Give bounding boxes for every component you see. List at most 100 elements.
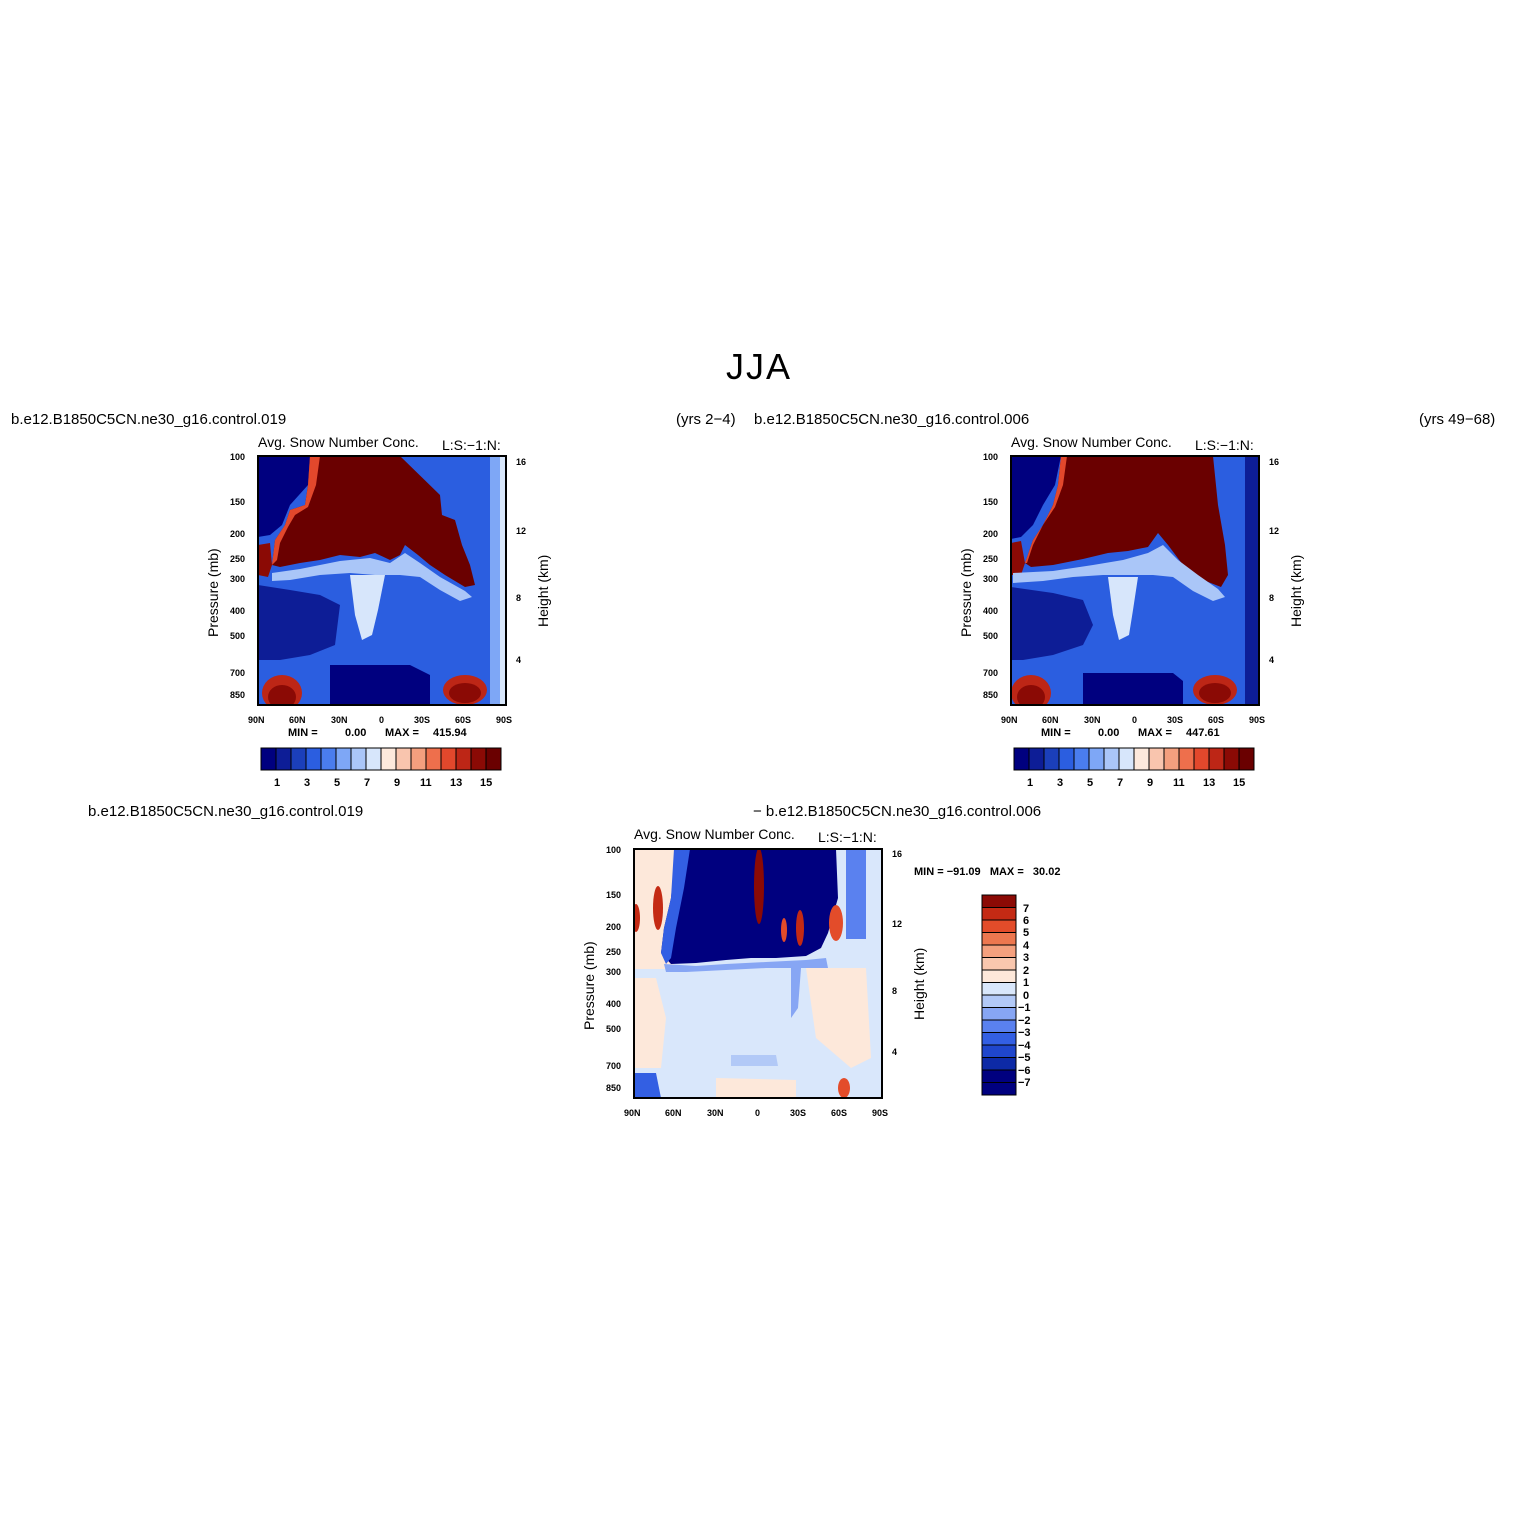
x-tick: 60S xyxy=(455,715,471,725)
y-tick: 100 xyxy=(230,452,245,462)
y-tick: 150 xyxy=(983,497,998,507)
y-tick: 700 xyxy=(230,668,245,678)
colorbar-swatch xyxy=(455,747,472,771)
colorbar xyxy=(1013,747,1255,771)
colorbar-swatch xyxy=(981,1032,1017,1046)
colorbar-swatch xyxy=(1028,747,1045,771)
max-value: 415.94 xyxy=(433,727,468,739)
colorbar-swatch xyxy=(1193,747,1210,771)
max-value: 447.61 xyxy=(1186,727,1220,739)
x-tick: 30S xyxy=(1167,715,1183,725)
colorbar-swatch xyxy=(425,747,442,771)
y-tick: 250 xyxy=(983,554,998,564)
colorbar-swatch xyxy=(981,932,1017,946)
colorbar-label: 5 xyxy=(1023,927,1029,939)
x-tick: 90S xyxy=(1249,715,1265,725)
colorbar-swatch xyxy=(981,894,1017,908)
y-axis-label-right: Height (km) xyxy=(911,948,927,1020)
colorbar-swatch xyxy=(395,747,412,771)
x-tick: 0 xyxy=(755,1108,760,1118)
colorbar-label: −7 xyxy=(1018,1077,1031,1089)
y-tick: 500 xyxy=(606,1024,621,1034)
colorbar-label: 11 xyxy=(1173,777,1185,789)
diff-case1-name: b.e12.B1850C5CN.ne30_g16.control.019 xyxy=(88,803,364,820)
colorbar-label: 11 xyxy=(420,777,432,789)
y-axis-label-right: Height (km) xyxy=(535,555,551,627)
x-tick: 60S xyxy=(1208,715,1224,725)
colorbar-label: −2 xyxy=(1018,1015,1031,1027)
colorbar-swatch xyxy=(981,1082,1017,1096)
y-tick-right: 4 xyxy=(516,655,521,665)
colorbar-label: −3 xyxy=(1018,1027,1031,1039)
x-tick: 90N xyxy=(248,715,265,725)
y-tick: 250 xyxy=(606,947,621,957)
colorbar-label: 5 xyxy=(334,777,340,789)
x-tick: 60N xyxy=(1042,715,1059,725)
y-tick: 150 xyxy=(606,890,621,900)
colorbar-label: 3 xyxy=(1023,952,1029,964)
colorbar-label: 1 xyxy=(1023,977,1029,989)
x-tick: 90S xyxy=(872,1108,888,1118)
x-tick: 0 xyxy=(1132,715,1137,725)
colorbar-label: 3 xyxy=(1057,777,1063,789)
diff-case2-name: − b.e12.B1850C5CN.ne30_g16.control.006 xyxy=(753,803,1042,820)
case1-name: b.e12.B1850C5CN.ne30_g16.control.019 xyxy=(11,411,287,428)
colorbar-swatch xyxy=(981,907,1017,921)
x-tick: 60S xyxy=(831,1108,847,1118)
panel-case2: Avg. Snow Number Conc. L:S:−1:N: 100 150… xyxy=(958,434,1304,789)
colorbar-label: 4 xyxy=(1023,940,1030,952)
colorbar-swatch xyxy=(981,1019,1017,1033)
colorbar xyxy=(981,894,1017,1096)
colorbar-swatch xyxy=(1148,747,1165,771)
colorbar-label: −6 xyxy=(1018,1065,1031,1077)
colorbar-label: 15 xyxy=(480,777,492,789)
colorbar-swatch xyxy=(981,969,1017,983)
y-tick: 300 xyxy=(230,574,245,584)
y-tick: 400 xyxy=(230,606,245,616)
y-tick-right: 8 xyxy=(516,593,521,603)
y-tick: 300 xyxy=(606,967,621,977)
y-tick: 500 xyxy=(983,631,998,641)
colorbar-label: 0 xyxy=(1023,990,1029,1002)
y-tick-right: 8 xyxy=(1269,593,1274,603)
y-tick: 200 xyxy=(983,529,998,539)
colorbar-label: −5 xyxy=(1018,1052,1031,1064)
colorbar-swatch xyxy=(981,957,1017,971)
x-tick: 60N xyxy=(665,1108,682,1118)
colorbar-swatch xyxy=(440,747,457,771)
y-tick: 300 xyxy=(983,574,998,584)
y-axis-label-right: Height (km) xyxy=(1288,555,1304,627)
max-label: MAX = xyxy=(385,727,419,739)
colorbar-swatch xyxy=(470,747,487,771)
panel-difference: Avg. Snow Number Conc. L:S:−1:N: 100 150… xyxy=(581,826,1060,1118)
y-tick: 100 xyxy=(606,845,621,855)
y-tick-right: 16 xyxy=(892,849,902,859)
colorbar-swatch xyxy=(320,747,337,771)
colorbar-label: 9 xyxy=(394,777,400,789)
y-tick: 700 xyxy=(606,1061,621,1071)
colorbar-swatch xyxy=(981,994,1017,1008)
min-label: MIN = xyxy=(1041,727,1071,739)
colorbar-swatch xyxy=(981,1007,1017,1021)
colorbar-swatch xyxy=(1223,747,1240,771)
colorbar-swatch xyxy=(1073,747,1090,771)
case2-name: b.e12.B1850C5CN.ne30_g16.control.006 xyxy=(754,411,1030,428)
colorbar-swatch xyxy=(1103,747,1120,771)
max-label: MAX = xyxy=(1138,727,1172,739)
colorbar-swatch xyxy=(1043,747,1060,771)
y-tick: 850 xyxy=(230,690,245,700)
y-tick: 250 xyxy=(230,554,245,564)
colorbar-swatch xyxy=(260,747,277,771)
panel-title: Avg. Snow Number Conc. xyxy=(634,826,795,842)
colorbar-swatch xyxy=(981,1057,1017,1071)
colorbar-label: 13 xyxy=(450,777,462,789)
x-tick: 90N xyxy=(624,1108,641,1118)
panel-subtitle: L:S:−1:N: xyxy=(818,829,877,845)
colorbar-swatch xyxy=(1088,747,1105,771)
y-tick-right: 12 xyxy=(1269,526,1279,536)
panel-title: Avg. Snow Number Conc. xyxy=(1011,434,1172,450)
colorbar-label: 7 xyxy=(364,777,370,789)
y-axis-label: Pressure (mb) xyxy=(581,941,597,1030)
colorbar-swatch xyxy=(1118,747,1135,771)
colorbar-label: 7 xyxy=(1023,903,1029,915)
